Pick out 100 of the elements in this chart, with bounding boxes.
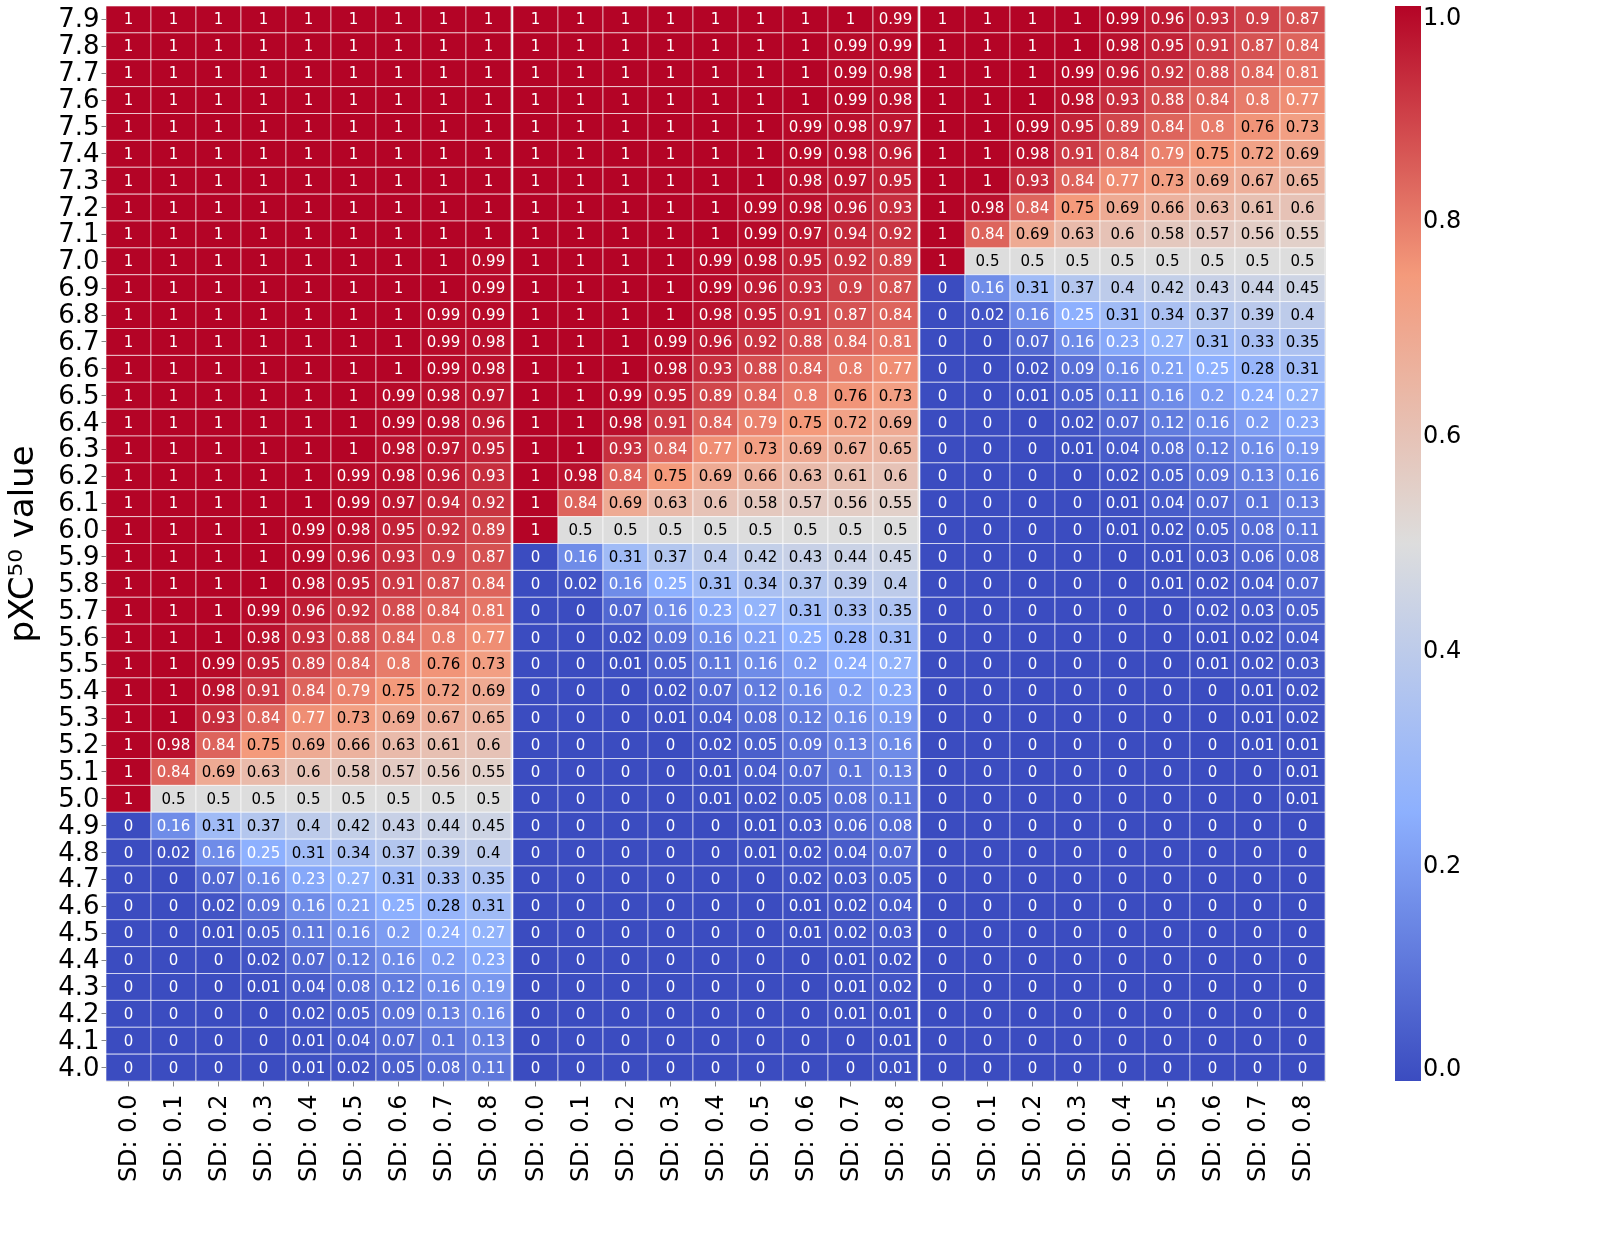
data-label: 0.87 bbox=[1285, 10, 1320, 29]
data-label: 0.98 bbox=[1105, 37, 1140, 56]
data-label: 1 bbox=[213, 601, 224, 620]
data-label: 1 bbox=[937, 252, 948, 271]
data-label: 0.02 bbox=[156, 843, 191, 862]
data-label: 0.05 bbox=[1060, 386, 1095, 405]
data-label: 0.56 bbox=[426, 762, 461, 781]
data-label: 0.01 bbox=[1285, 736, 1320, 755]
data-label: 0 bbox=[1252, 816, 1263, 835]
data-label: 0 bbox=[982, 816, 993, 835]
data-label: 0.44 bbox=[426, 816, 461, 835]
data-label: 0 bbox=[1162, 1004, 1173, 1023]
data-label: 0.55 bbox=[878, 494, 913, 513]
data-label: 0.02 bbox=[788, 843, 823, 862]
data-label: 0.96 bbox=[833, 198, 868, 217]
data-label: 1 bbox=[620, 171, 631, 190]
data-label: 0.02 bbox=[743, 789, 778, 808]
data-label: 0.98 bbox=[471, 359, 506, 378]
data-label: 0.99 bbox=[246, 601, 281, 620]
data-label: 1 bbox=[483, 171, 494, 190]
data-label: 0.98 bbox=[970, 198, 1005, 217]
data-label: 1 bbox=[393, 306, 404, 325]
data-label: 1 bbox=[438, 252, 449, 271]
data-label: 0.98 bbox=[291, 574, 326, 593]
data-label: 0.5 bbox=[251, 789, 276, 808]
data-label: 0 bbox=[1072, 547, 1083, 566]
data-label: 0 bbox=[982, 440, 993, 459]
data-label: 0 bbox=[1072, 521, 1083, 540]
data-label: 0 bbox=[530, 951, 541, 970]
data-label: 1 bbox=[123, 494, 134, 513]
data-label: 0.12 bbox=[1195, 440, 1230, 459]
data-label: 0.81 bbox=[878, 332, 913, 351]
data-label: 1 bbox=[348, 386, 359, 405]
data-label: 0 bbox=[982, 736, 993, 755]
data-label: 1 bbox=[620, 225, 631, 244]
data-label: 0 bbox=[1117, 628, 1128, 647]
data-label: 0.2 bbox=[1200, 386, 1225, 405]
data-label: 0 bbox=[530, 1031, 541, 1050]
data-label: 0 bbox=[982, 924, 993, 943]
data-label: 0.91 bbox=[1060, 144, 1095, 163]
data-label: 0 bbox=[1252, 1004, 1263, 1023]
data-label: 1 bbox=[755, 117, 766, 136]
data-label: 0.97 bbox=[381, 494, 416, 513]
x-tick-label: SD: 0.7 bbox=[835, 1094, 864, 1183]
data-label: 0.6 bbox=[703, 494, 728, 513]
data-label: 0 bbox=[982, 386, 993, 405]
x-tick-label: SD: 0.5 bbox=[745, 1094, 774, 1183]
data-label: 1 bbox=[213, 386, 224, 405]
color-bar-label: 1.0 bbox=[1423, 3, 1462, 31]
data-label: 0.88 bbox=[788, 332, 823, 351]
data-label: 0 bbox=[1207, 789, 1218, 808]
x-tick-label: SD: 0.2 bbox=[203, 1094, 232, 1183]
data-label: 0.63 bbox=[653, 494, 688, 513]
data-label: 1 bbox=[303, 386, 314, 405]
data-label: 0 bbox=[258, 1031, 269, 1050]
data-label: 1 bbox=[438, 37, 449, 56]
data-label: 1 bbox=[258, 91, 269, 110]
data-label: 0.84 bbox=[1285, 37, 1320, 56]
data-label: 0 bbox=[665, 816, 676, 835]
data-label: 0 bbox=[1297, 1031, 1308, 1050]
data-label: 1 bbox=[575, 359, 586, 378]
data-label: 1 bbox=[483, 10, 494, 29]
data-label: 0 bbox=[982, 682, 993, 701]
data-label: 0.43 bbox=[381, 816, 416, 835]
data-label: 0 bbox=[1297, 924, 1308, 943]
data-label: 0.66 bbox=[743, 467, 778, 486]
data-label: 0 bbox=[982, 332, 993, 351]
data-label: 0 bbox=[1117, 601, 1128, 620]
data-label: 0.8 bbox=[431, 628, 456, 647]
data-label: 1 bbox=[303, 171, 314, 190]
data-label: 0.01 bbox=[1150, 547, 1185, 566]
data-label: 0.16 bbox=[471, 1004, 506, 1023]
data-label: 0.37 bbox=[1195, 306, 1230, 325]
data-label: 1 bbox=[665, 144, 676, 163]
data-label: 1 bbox=[982, 144, 993, 163]
x-tick-label: SD: 0.6 bbox=[383, 1094, 412, 1183]
data-label: 1 bbox=[303, 10, 314, 29]
data-label: 0.99 bbox=[653, 332, 688, 351]
data-label: 0 bbox=[1072, 789, 1083, 808]
data-label: 0.16 bbox=[563, 547, 598, 566]
data-label: 0 bbox=[710, 1058, 721, 1077]
x-tick-label: SD: 0.3 bbox=[1062, 1094, 1091, 1183]
data-label: 1 bbox=[1027, 64, 1038, 83]
data-label: 1 bbox=[483, 144, 494, 163]
data-label: 0.98 bbox=[1060, 91, 1095, 110]
data-label: 0 bbox=[710, 1031, 721, 1050]
data-label: 0 bbox=[1072, 1031, 1083, 1050]
data-label: 0.5 bbox=[748, 521, 773, 540]
data-label: 1 bbox=[258, 144, 269, 163]
data-label: 1 bbox=[438, 171, 449, 190]
data-label: 0.1 bbox=[1245, 494, 1270, 513]
data-label: 0.01 bbox=[1150, 574, 1185, 593]
data-label: 0.69 bbox=[381, 709, 416, 728]
data-label: 0.99 bbox=[426, 332, 461, 351]
data-label: 1 bbox=[348, 440, 359, 459]
data-label: 1 bbox=[168, 279, 179, 298]
data-label: 0.31 bbox=[471, 897, 506, 916]
data-label: 0.77 bbox=[291, 709, 326, 728]
data-label: 0 bbox=[258, 1058, 269, 1077]
data-label: 0.45 bbox=[878, 547, 913, 566]
